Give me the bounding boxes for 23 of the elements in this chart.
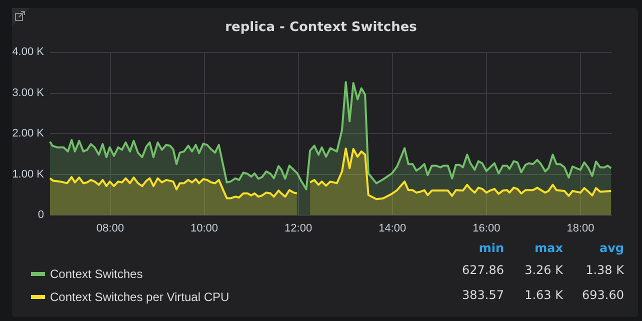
- text: 3.26 K: [524, 263, 563, 277]
- legend-label: Context Switches: [50, 267, 143, 281]
- text: 383.57: [462, 288, 504, 302]
- chart-title: replica - Context Switches: [225, 20, 418, 35]
- x-tick-label: 08:00: [96, 222, 124, 234]
- text: min: [478, 241, 504, 255]
- text: avg: [599, 241, 624, 255]
- text: 693.60: [582, 288, 624, 302]
- y-tick-label: 3.00 K: [12, 86, 45, 99]
- text: 1.38 K: [586, 263, 624, 277]
- text: 627.86: [462, 263, 504, 277]
- text: max: [534, 241, 563, 255]
- y-tick-label: 4.00 K: [12, 46, 45, 58]
- y-tick-label: 2.00 K: [12, 128, 45, 140]
- x-tick-label: 16:00: [472, 222, 500, 234]
- y-tick-label: 0: [38, 209, 44, 221]
- x-tick-label: 12:00: [284, 222, 312, 234]
- text: 1.63 K: [524, 288, 563, 302]
- legend-label: Context Switches per Virtual CPU: [50, 290, 230, 304]
- x-tick-label: 14:00: [378, 222, 406, 234]
- x-tick-label: 10:00: [190, 222, 218, 234]
- x-tick-label: 18:00: [566, 222, 594, 234]
- y-tick-label: 1.00 K: [12, 168, 45, 180]
